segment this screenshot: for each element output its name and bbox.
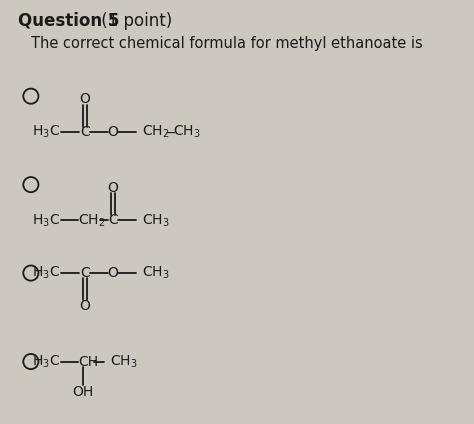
Text: C: C: [80, 125, 90, 139]
Text: CH$_2$: CH$_2$: [142, 124, 169, 140]
Text: H$_3$C: H$_3$C: [32, 353, 60, 370]
Text: CH$_2$: CH$_2$: [79, 212, 106, 229]
Text: C: C: [108, 213, 118, 227]
Text: Question 5: Question 5: [18, 12, 119, 30]
Text: CH: CH: [79, 354, 99, 368]
Text: (1 point): (1 point): [96, 12, 173, 30]
Text: O: O: [79, 92, 90, 106]
Text: The correct chemical formula for methyl ethanoate is: The correct chemical formula for methyl …: [31, 36, 423, 51]
Text: H$_3$C: H$_3$C: [32, 265, 60, 281]
Text: H$_3$C: H$_3$C: [32, 212, 60, 229]
Text: O: O: [108, 266, 118, 280]
Text: H$_3$C: H$_3$C: [32, 124, 60, 140]
Text: OH: OH: [72, 385, 93, 399]
Text: CH$_3$: CH$_3$: [142, 212, 169, 229]
Text: CH$_3$: CH$_3$: [173, 124, 201, 140]
Text: C: C: [80, 266, 90, 280]
Text: O: O: [108, 125, 118, 139]
Text: O: O: [108, 181, 118, 195]
Text: O: O: [79, 299, 90, 313]
Text: $-$: $-$: [164, 125, 176, 139]
Text: CH$_3$: CH$_3$: [109, 353, 137, 370]
Text: CH$_3$: CH$_3$: [142, 265, 169, 281]
